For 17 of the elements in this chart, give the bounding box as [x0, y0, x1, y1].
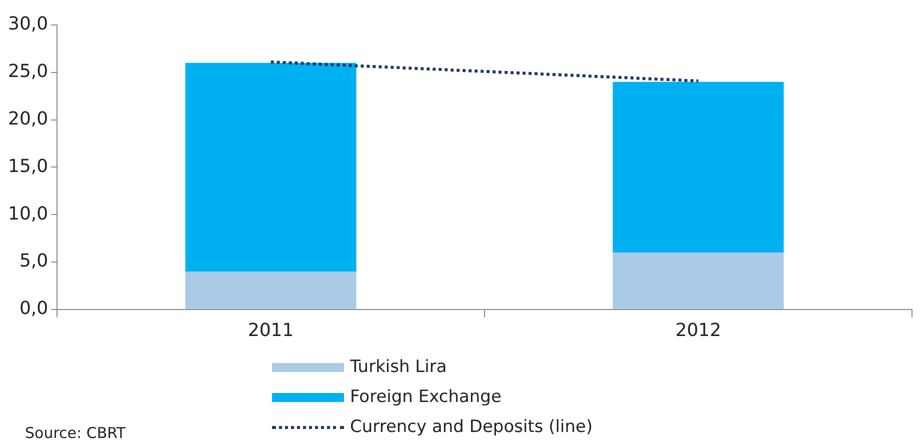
legend-label: Currency and Deposits (line) [350, 417, 593, 437]
y-tick-label: 15,0 [8, 156, 48, 177]
legend-label: Turkish Lira [350, 357, 447, 377]
y-tick-label: 10,0 [8, 203, 48, 224]
y-tick-label: 20,0 [8, 108, 48, 130]
y-tick-label: 30,0 [8, 14, 48, 35]
x-tick-label: 2012 [675, 320, 722, 341]
bar [185, 271, 356, 309]
y-tick-label: 5,0 [19, 250, 48, 272]
source-note: Source: CBRT [25, 424, 126, 442]
x-tick-label: 2011 [248, 320, 294, 341]
bar [185, 62, 356, 272]
legend-label: Foreign Exchange [350, 387, 502, 407]
y-tick-label: 25,0 [8, 61, 48, 82]
y-tick-label: 0,0 [19, 298, 48, 320]
bar [612, 252, 784, 309]
bar [612, 82, 784, 253]
